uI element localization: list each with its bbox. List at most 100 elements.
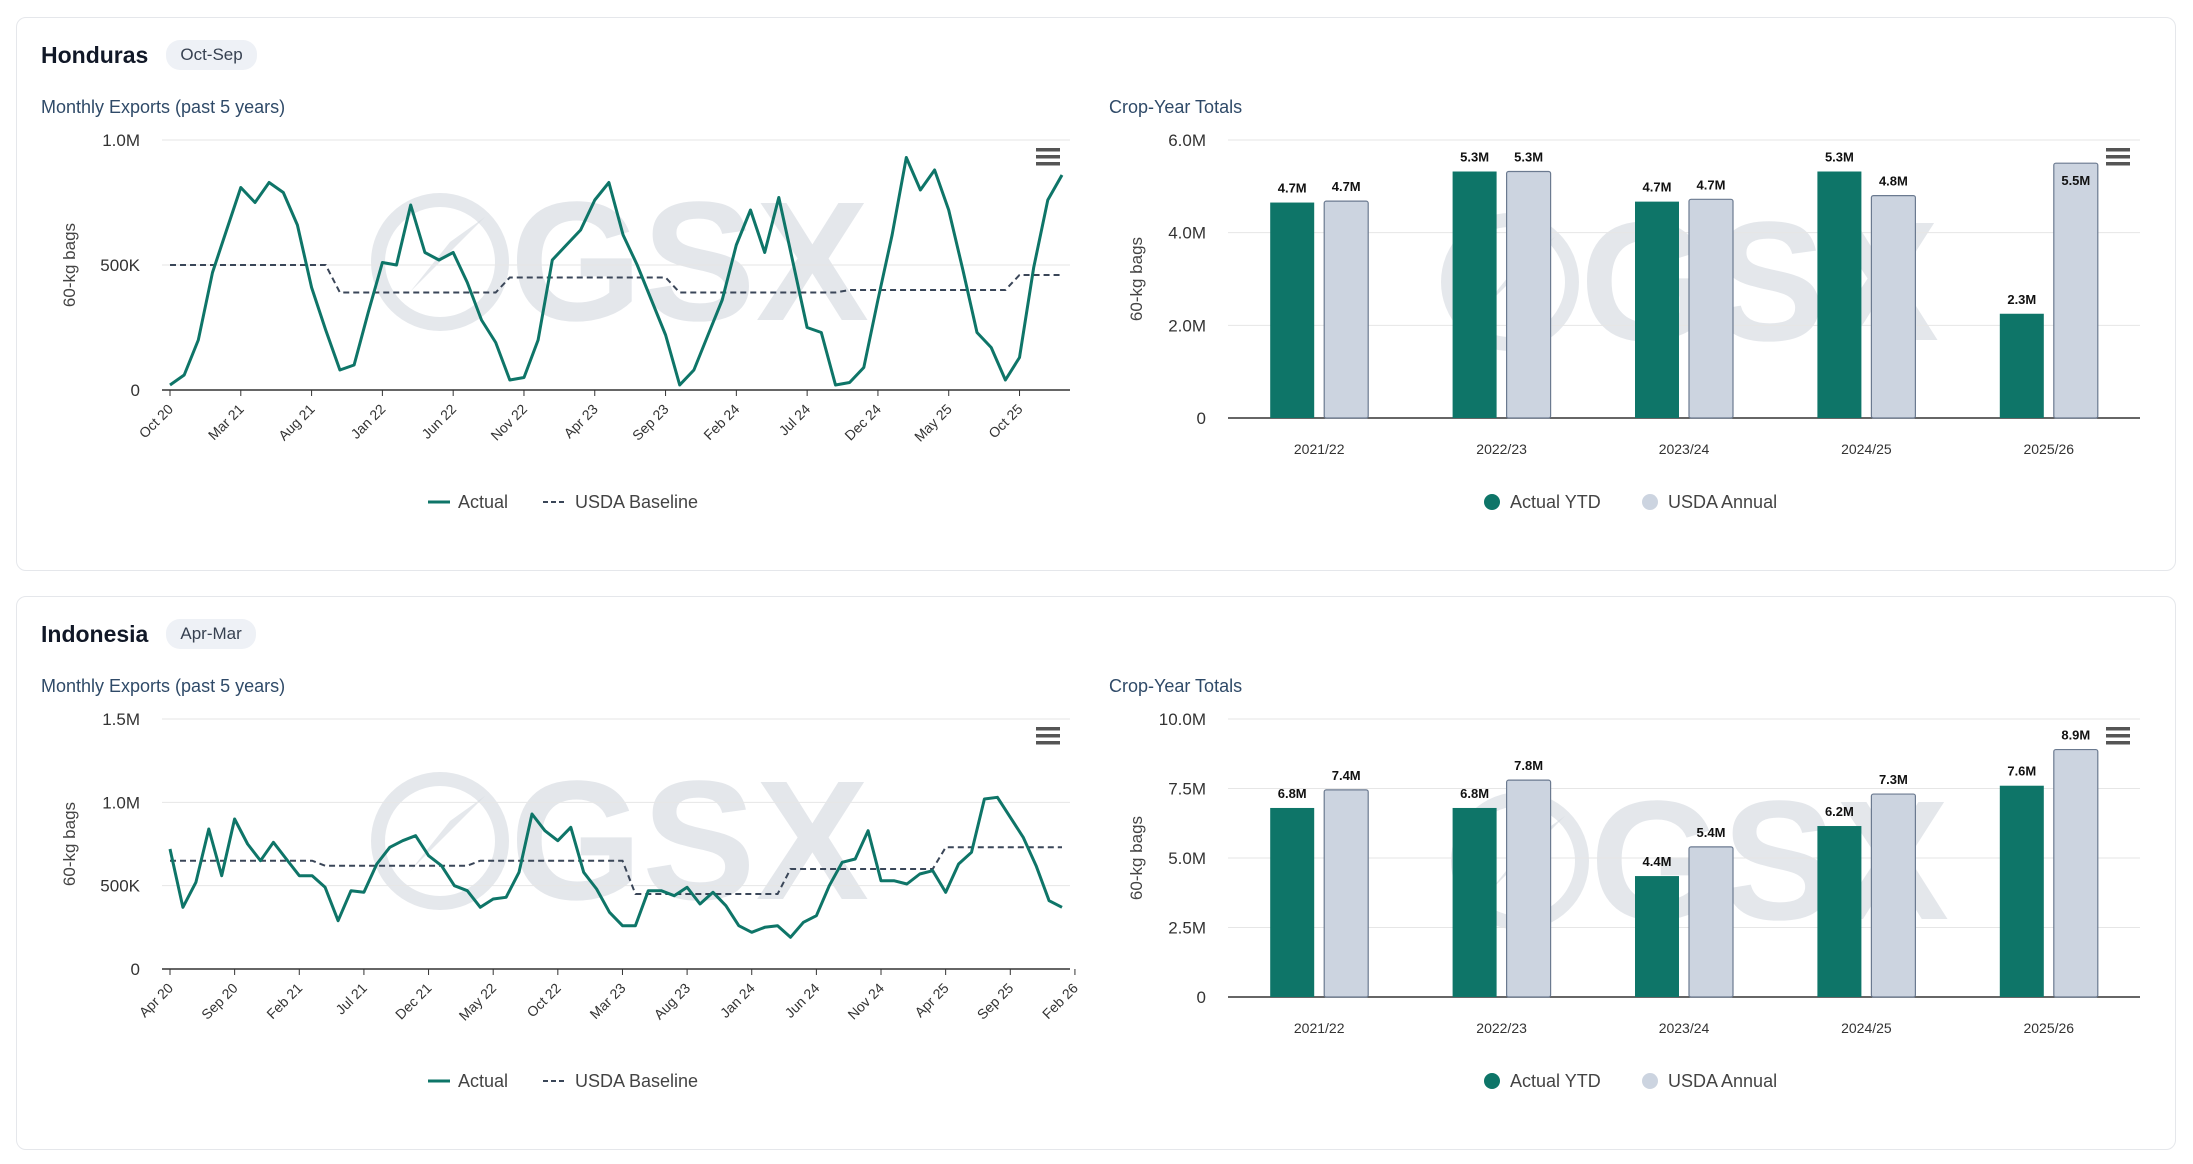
x-category-label: 2024/25 xyxy=(1841,441,1892,457)
y-tick-label: 1.5M xyxy=(102,710,140,729)
legend-actual-ytd-swatch xyxy=(1484,494,1500,510)
actual-ytd-bar xyxy=(1452,807,1497,997)
legend-actual-ytd-swatch xyxy=(1484,1073,1500,1089)
usda-annual-bar xyxy=(1688,846,1734,998)
y-axis-label: 60-kg bags xyxy=(1127,237,1146,321)
x-category-label: 2022/23 xyxy=(1476,1020,1527,1036)
usda-annual-data-label: 7.8M xyxy=(1514,758,1543,773)
line-chart-title: Monthly Exports (past 5 years) xyxy=(41,676,286,696)
x-category-label: 2023/24 xyxy=(1659,441,1710,457)
actual-ytd-data-label: 4.4M xyxy=(1643,854,1672,869)
usda-annual-bar xyxy=(1870,195,1917,419)
gsx-logo-watermark: GSX xyxy=(510,746,869,936)
legend-usda-annual-swatch xyxy=(1642,494,1658,510)
usda-baseline-series xyxy=(170,846,1062,895)
legend-actual-label: Actual xyxy=(458,1071,508,1091)
y-tick-label: 2.0M xyxy=(1168,316,1206,335)
line-chart-title: Monthly Exports (past 5 years) xyxy=(41,97,286,117)
usda-baseline-series xyxy=(170,264,1062,294)
usda-annual-data-label: 5.4M xyxy=(1697,825,1726,840)
legend-usda-annual-label: USDA Annual xyxy=(1668,1071,1777,1091)
y-axis-label: 60-kg bags xyxy=(1127,816,1146,900)
y-tick-label: 0 xyxy=(131,381,140,400)
actual-ytd-bar xyxy=(1452,171,1497,418)
gsx-logo-ring xyxy=(371,193,509,331)
actual-ytd-data-label: 5.3M xyxy=(1460,150,1489,165)
actual-ytd-bar xyxy=(1270,807,1315,997)
usda-annual-bar xyxy=(1323,789,1369,998)
actual-ytd-bar xyxy=(1635,876,1679,997)
bar-chart-title: Crop-Year Totals xyxy=(1109,97,1243,117)
gsx-logo-arrow xyxy=(410,796,485,871)
x-category-label: 2022/23 xyxy=(1476,441,1527,457)
usda-annual-data-label: 4.8M xyxy=(1879,174,1908,189)
country-title: Indonesia xyxy=(41,620,149,647)
season-badge: Apr-Mar xyxy=(166,619,256,649)
legend-actual-ytd-label: Actual YTD xyxy=(1510,1071,1601,1091)
actual-ytd-bar xyxy=(1270,202,1315,418)
y-tick-label: 500K xyxy=(100,877,140,896)
usda-annual-data-label: 7.3M xyxy=(1879,772,1908,787)
y-tick-label: 0 xyxy=(1197,988,1206,1007)
y-axis-label: 60-kg bags xyxy=(60,802,79,886)
usda-annual-data-label: 8.9M xyxy=(2061,728,2090,743)
usda-annual-data-label: 4.7M xyxy=(1332,179,1361,194)
actual-ytd-data-label: 5.3M xyxy=(1825,150,1854,165)
actual-ytd-data-label: 4.7M xyxy=(1278,181,1307,196)
season-badge: Oct-Sep xyxy=(166,40,257,70)
hamburger-menu-icon[interactable] xyxy=(1036,148,1060,166)
y-tick-label: 10.0M xyxy=(1159,710,1206,729)
y-tick-label: 1.0M xyxy=(102,793,140,812)
x-category-label: 2021/22 xyxy=(1294,1020,1345,1036)
country-card-indonesia: Indonesia Apr-Mar Monthly Exports (past … xyxy=(16,596,2176,1150)
usda-annual-bar xyxy=(1505,779,1552,998)
x-category-label: 2021/22 xyxy=(1294,441,1345,457)
y-tick-label: 0 xyxy=(1197,409,1206,428)
y-tick-label: 2.5M xyxy=(1168,919,1206,938)
usda-annual-data-label: 4.7M xyxy=(1697,177,1726,192)
legend-usda-annual-swatch xyxy=(1642,1073,1658,1089)
hamburger-menu-icon[interactable] xyxy=(1036,727,1060,745)
actual-ytd-bar xyxy=(1817,826,1862,997)
usda-annual-bar xyxy=(1505,170,1552,419)
usda-annual-bar xyxy=(2053,162,2099,419)
actual-ytd-data-label: 6.8M xyxy=(1278,786,1307,801)
legend-actual-label: Actual xyxy=(458,492,508,512)
y-tick-label: 0 xyxy=(131,960,140,979)
usda-annual-data-label: 5.3M xyxy=(1514,150,1543,165)
legend-baseline-label: USDA Baseline xyxy=(575,1071,698,1091)
x-category-label: 2025/26 xyxy=(2023,441,2074,457)
actual-ytd-bar xyxy=(1999,785,2044,997)
bar-chart-title: Crop-Year Totals xyxy=(1109,676,1243,696)
y-tick-label: 1.0M xyxy=(102,131,140,150)
x-category-label: 2024/25 xyxy=(1841,1020,1892,1036)
country-card-honduras: Honduras Oct-Sep Monthly Exports (past 5… xyxy=(16,17,2176,571)
legend-usda-annual-label: USDA Annual xyxy=(1668,492,1777,512)
actual-series xyxy=(169,156,1064,387)
card-header: Indonesia Apr-Mar xyxy=(41,619,256,649)
usda-annual-bar xyxy=(2053,748,2099,998)
hamburger-menu-icon[interactable] xyxy=(2106,148,2130,166)
usda-annual-data-label: 5.5M xyxy=(2061,173,2090,188)
actual-ytd-data-label: 4.7M xyxy=(1643,180,1672,195)
card-header: Honduras Oct-Sep xyxy=(41,40,257,70)
y-tick-label: 4.0M xyxy=(1168,224,1206,243)
actual-ytd-data-label: 6.2M xyxy=(1825,804,1854,819)
actual-ytd-data-label: 6.8M xyxy=(1460,786,1489,801)
y-tick-label: 6.0M xyxy=(1168,131,1206,150)
actual-ytd-data-label: 7.6M xyxy=(2007,764,2036,779)
y-tick-label: 500K xyxy=(100,256,140,275)
usda-annual-data-label: 7.4M xyxy=(1332,768,1361,783)
legend-actual-ytd-label: Actual YTD xyxy=(1510,492,1601,512)
actual-ytd-bar xyxy=(1817,171,1862,418)
actual-ytd-bar xyxy=(1999,313,2044,418)
y-axis-label: 60-kg bags xyxy=(60,223,79,307)
hamburger-menu-icon[interactable] xyxy=(2106,727,2130,745)
usda-annual-bar xyxy=(1688,198,1734,419)
actual-series xyxy=(168,795,1063,939)
x-category-label: 2023/24 xyxy=(1659,1020,1710,1036)
country-title: Honduras xyxy=(41,41,149,68)
